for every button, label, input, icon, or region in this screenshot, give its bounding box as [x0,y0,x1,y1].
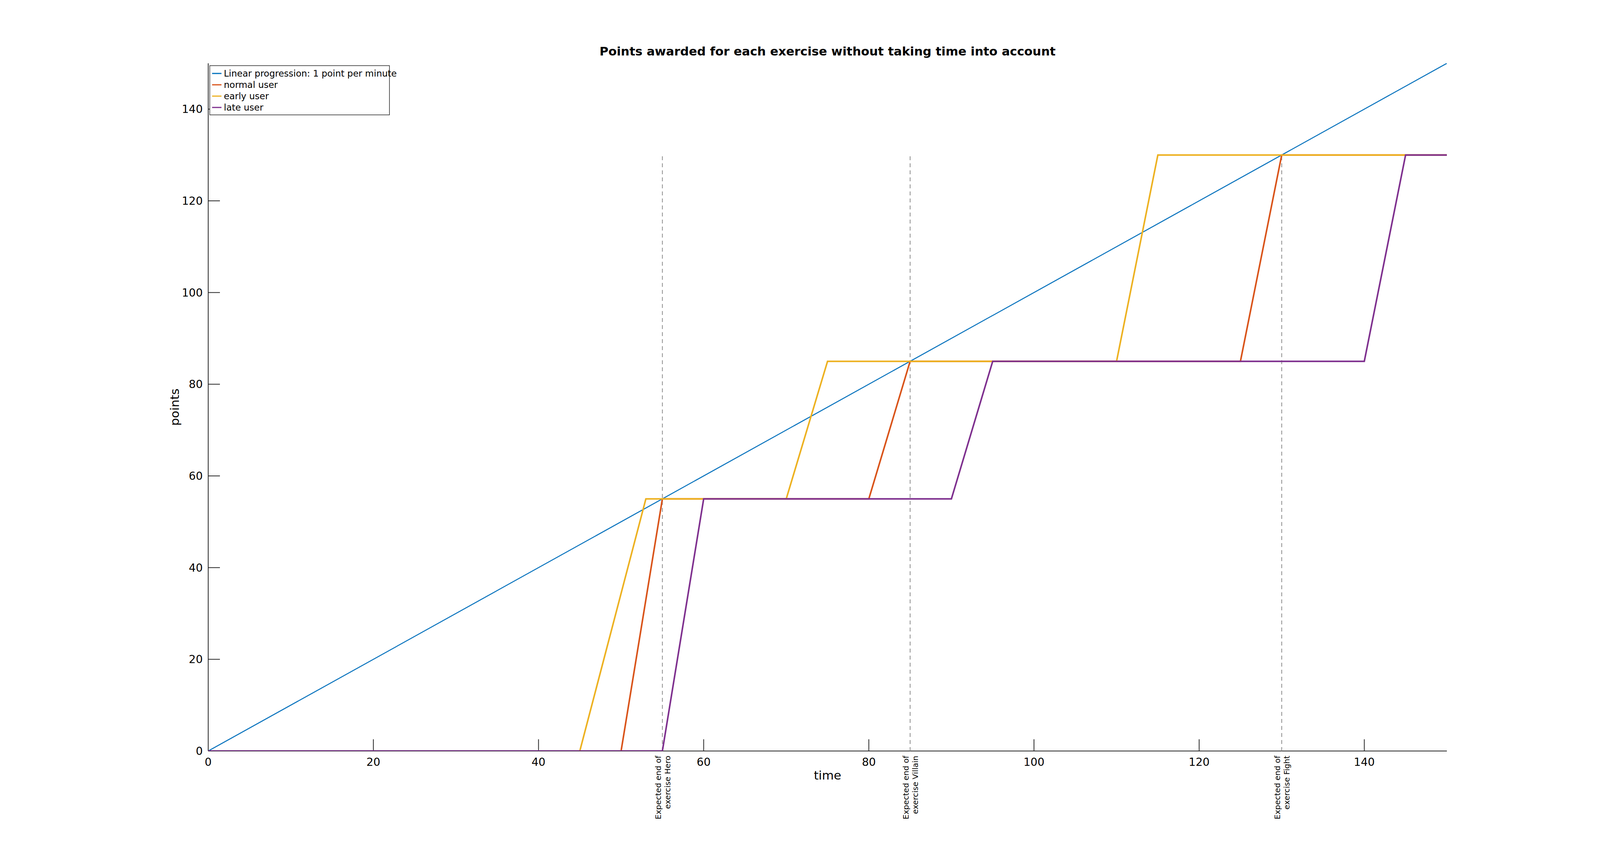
expected-end-line [662,155,663,751]
x-tick-label: 0 [204,755,212,769]
x-tick [1033,739,1035,751]
chart: Points awarded for each exercise without… [0,0,1600,844]
x-tick-label: 100 [1023,755,1045,769]
x-tick [373,739,374,751]
y-axis [207,63,209,751]
expected-end-line [909,155,911,751]
legend-label: normal user [223,79,279,90]
y-tick-label: 20 [188,652,203,666]
annotation-label: Expected end of [1272,755,1283,820]
series-line [208,155,1447,751]
annotation-label: exercise Hero [662,755,673,809]
y-tick-label: 40 [188,561,203,575]
x-tick [207,739,209,751]
x-axis-label: time [813,767,842,783]
annotation-label: exercise Fight [1282,755,1292,810]
x-tick-label: 140 [1353,755,1375,769]
y-tick [208,475,220,477]
y-axis-label: points [167,388,182,426]
legend-label: early user [223,91,270,102]
y-tick [208,658,220,660]
expected-end-line [1281,155,1283,751]
y-tick-label: 100 [182,286,203,300]
y-tick-label: 60 [188,469,203,483]
legend: Linear progression: 1 point per minuteno… [209,65,397,115]
series-line [208,155,1447,751]
y-tick [208,200,220,202]
x-tick [538,739,540,751]
x-tick [1198,739,1200,751]
x-tick [1364,739,1365,751]
x-tick-label: 60 [696,755,711,769]
x-tick-label: 80 [861,755,876,769]
y-tick-label: 120 [182,194,203,208]
series-line [208,155,1447,751]
legend-label: Linear progression: 1 point per minute [223,68,397,79]
legend-swatch [212,84,222,86]
plot-area [208,63,1447,751]
annotation-label: Expected end of [653,755,663,820]
series-line [208,63,1447,751]
annotation-label: Expected end of [901,755,911,820]
legend-swatch [212,73,222,75]
y-tick [208,292,220,293]
y-tick [208,567,220,568]
y-tick-label: 140 [182,102,203,116]
x-tick [868,739,870,751]
y-tick-label: 0 [195,744,203,758]
y-tick [208,383,220,385]
title: Points awarded for each exercise without… [599,44,1056,59]
legend-swatch [212,95,222,97]
x-tick [703,739,704,751]
x-tick-label: 120 [1188,755,1210,769]
legend-swatch [212,107,222,109]
x-tick-label: 40 [531,755,546,769]
legend-label: late user [223,102,264,113]
y-tick-label: 80 [188,377,203,391]
annotation-label: exercise Villain [910,755,920,814]
x-tick-label: 20 [366,755,381,769]
